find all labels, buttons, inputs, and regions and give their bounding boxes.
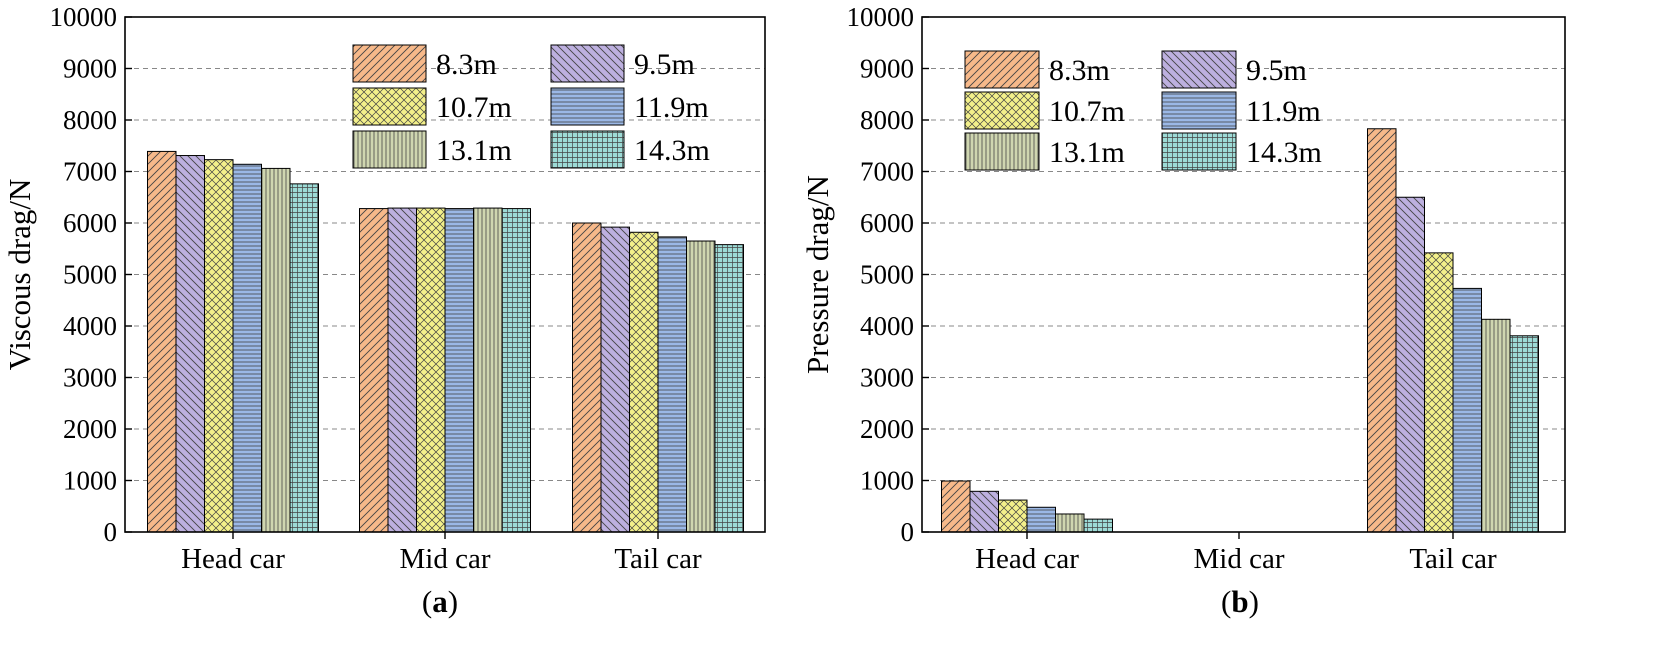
legend-label: 10.7m (1049, 95, 1125, 128)
bar-tail-car-9.5m (600, 226, 630, 533)
category-label: Tail car (1409, 543, 1497, 575)
bar-tail-car-10.7m (629, 231, 659, 533)
legend-label: 13.1m (1049, 136, 1125, 169)
y-tick-label: 3000 (63, 363, 117, 393)
legend-swatch (352, 130, 427, 169)
legend-swatch (1161, 50, 1237, 89)
bar-tail-car-10.7m (1424, 252, 1454, 533)
y-tick-label: 2000 (63, 414, 117, 444)
bar-tail-car-14.3m (714, 244, 744, 533)
legend-swatch (550, 130, 625, 169)
y-tick-label: 2000 (860, 414, 914, 444)
legend-swatch (352, 87, 427, 126)
bar-head-car-11.9m (1026, 506, 1056, 533)
legend-label: 9.5m (1246, 54, 1307, 87)
bar-tail-car-11.9m (1452, 287, 1482, 533)
y-tick-label: 1000 (860, 466, 914, 496)
y-tick-label: 0 (901, 517, 915, 547)
category-label: Mid car (1194, 543, 1285, 575)
legend-swatch (1161, 91, 1237, 130)
y-tick-label: 9000 (63, 54, 117, 84)
bar-head-car-13.1m (1055, 513, 1085, 533)
legend-swatch (550, 87, 625, 126)
y-tick-label: 9000 (860, 54, 914, 84)
bar-head-car-8.3m (147, 150, 177, 533)
legend-label: 13.1m (436, 134, 512, 167)
bar-tail-car-9.5m (1395, 196, 1425, 533)
bar-head-car-14.3m (289, 183, 319, 533)
legend: 8.3m 9.5m 10.7m 11.9m 13.1m 14.3m (964, 50, 1322, 171)
legend-label: 11.9m (634, 91, 709, 124)
legend-swatch (964, 50, 1040, 89)
y-axis-title: Pressure drag/N (800, 175, 835, 374)
legend-label: 11.9m (1246, 95, 1321, 128)
bar-mid-car-11.9m (444, 208, 474, 533)
bar-mid-car-9.5m (387, 207, 417, 533)
chart-panel-a: 0 1000 2000 3000 4000 5000 6000 7000 8000 9000 100… (2, 2, 766, 619)
bar-head-car-10.7m (204, 159, 234, 533)
bar-tail-car-11.9m (657, 236, 687, 533)
category-label: Head car (181, 543, 285, 575)
y-tick-label: 1000 (63, 466, 117, 496)
y-tick-label: 7000 (63, 157, 117, 187)
y-tick-label: 8000 (860, 105, 914, 135)
y-tick-label: 7000 (860, 157, 914, 187)
y-tick-label: 8000 (63, 105, 117, 135)
chart-panel-b: 0 1000 2000 3000 4000 5000 6000 7000 8000 9000 100… (800, 2, 1566, 619)
bar-head-car-9.5m (175, 155, 205, 533)
bar-head-car-14.3m (1083, 518, 1113, 533)
legend-swatch (964, 132, 1040, 171)
y-tick-label: 6000 (860, 208, 914, 238)
bar-tail-car-8.3m (1367, 128, 1397, 533)
y-tick-label: 4000 (860, 311, 914, 341)
y-tick-label: 4000 (63, 311, 117, 341)
category-label: Mid car (400, 543, 491, 575)
bar-head-car-11.9m (232, 163, 262, 533)
bar-tail-car-13.1m (686, 240, 716, 533)
bar-head-car-8.3m (941, 480, 971, 533)
legend-swatch (964, 91, 1040, 130)
bar-head-car-10.7m (998, 499, 1028, 533)
panel-label: (a) (422, 584, 458, 619)
legend-label: 8.3m (436, 48, 497, 81)
legend-label: 10.7m (436, 91, 512, 124)
legend: 8.3m 9.5m 10.7m 11.9m 13.1m 14.3m (352, 44, 710, 169)
bar-mid-car-10.7m (416, 207, 446, 533)
panel-label: (b) (1221, 584, 1259, 619)
bar-tail-car-8.3m (572, 222, 602, 533)
category-label: Head car (975, 543, 1079, 575)
bar-mid-car-14.3m (501, 208, 531, 533)
legend-label: 8.3m (1049, 54, 1110, 87)
bar-mid-car-8.3m (359, 208, 389, 533)
legend-swatch (550, 44, 625, 83)
bar-head-car-13.1m (261, 167, 291, 533)
y-tick-label: 10000 (50, 2, 118, 32)
legend-swatch (352, 44, 427, 83)
legend-label: 14.3m (634, 134, 710, 167)
y-tick-label: 5000 (860, 260, 914, 290)
bar-tail-car-14.3m (1509, 335, 1539, 533)
legend-label: 9.5m (634, 48, 695, 81)
legend-label: 14.3m (1246, 136, 1322, 169)
y-tick-label: 3000 (860, 363, 914, 393)
legend-swatch (1161, 132, 1237, 171)
y-tick-label: 5000 (63, 260, 117, 290)
y-tick-label: 6000 (63, 208, 117, 238)
bar-mid-car-13.1m (473, 207, 503, 533)
category-label: Tail car (614, 543, 702, 575)
y-axis-title: Viscous drag/N (2, 179, 37, 371)
bar-tail-car-13.1m (1481, 318, 1511, 533)
y-tick-label: 0 (104, 517, 118, 547)
bar-head-car-9.5m (969, 490, 999, 533)
y-tick-label: 10000 (847, 2, 915, 32)
